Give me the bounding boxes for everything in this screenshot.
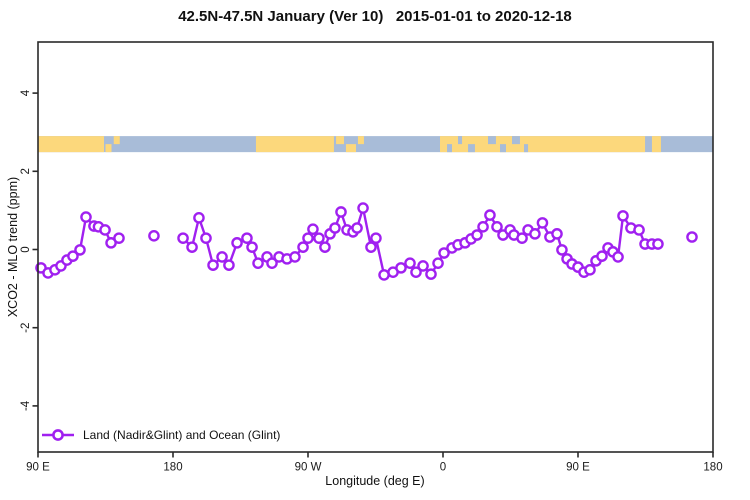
plot-border — [37, 41, 714, 453]
data-point — [241, 232, 253, 244]
legend: Land (Nadir&Glint) and Ocean (Glint) — [40, 427, 280, 443]
data-point — [319, 241, 331, 253]
data-point — [551, 228, 563, 240]
data-point — [516, 232, 528, 244]
legend-label: Land (Nadir&Glint) and Ocean (Glint) — [83, 428, 281, 442]
data-point — [477, 221, 489, 233]
data-point — [193, 212, 205, 224]
data-point — [80, 211, 92, 223]
map-strip-ocean-patch — [512, 136, 520, 145]
data-point — [471, 229, 483, 241]
map-strip-land — [357, 136, 364, 145]
data-point — [438, 247, 450, 259]
data-point — [404, 257, 416, 269]
y-tick-label: 0 — [20, 246, 32, 252]
data-point — [252, 257, 264, 269]
data-point — [246, 241, 258, 253]
x-tick-label: 90 W — [295, 462, 322, 474]
data-point — [410, 266, 422, 278]
data-point — [223, 259, 235, 271]
data-point — [491, 221, 503, 233]
data-point — [313, 232, 325, 244]
map-strip-ocean-patch — [468, 144, 475, 153]
data-point — [529, 228, 541, 240]
data-point — [596, 250, 608, 262]
map-strip-land — [255, 136, 334, 153]
data-point — [425, 268, 437, 280]
x-tick-label: 0 — [440, 462, 446, 474]
map-strip-ocean-patch — [458, 136, 463, 145]
data-point — [113, 232, 125, 244]
data-point — [289, 251, 301, 263]
data-point — [378, 269, 390, 281]
y-tick-label: 4 — [20, 89, 32, 96]
data-point — [148, 230, 160, 242]
data-point — [297, 241, 309, 253]
x-tick-label: 90 E — [26, 462, 50, 474]
data-point — [484, 209, 496, 221]
y-tick-label: -4 — [20, 400, 32, 411]
data-point — [652, 238, 664, 250]
data-point — [536, 217, 549, 229]
data-point — [633, 224, 645, 236]
map-strip-land — [113, 136, 120, 145]
data-point — [186, 241, 198, 253]
legend-marker-icon — [42, 429, 74, 441]
data-point — [686, 231, 698, 243]
data-point — [207, 259, 219, 271]
data-point — [231, 237, 243, 249]
chart-title: 42.5N-47.5N January (Ver 10) 2015-01-01 … — [178, 8, 572, 25]
data-point — [307, 223, 319, 235]
map-strip-ocean-patch — [488, 136, 496, 145]
data-point — [357, 202, 369, 214]
data-point — [216, 251, 228, 263]
y-axis-label: XCO2 - MLO trend (ppm) — [6, 176, 20, 318]
map-strip-ocean-patch — [447, 144, 452, 153]
map-strip-land — [651, 136, 661, 153]
data-point — [99, 224, 111, 236]
data-point — [266, 257, 278, 269]
x-tick-label: 180 — [703, 462, 722, 474]
legend-circle — [52, 429, 64, 441]
data-point — [365, 241, 377, 253]
data-point — [351, 222, 363, 234]
data-point — [329, 222, 341, 234]
map-strip-land — [336, 136, 344, 145]
x-axis-label: Longitude (deg E) — [325, 474, 425, 488]
data-point — [617, 210, 629, 222]
map-strip-ocean-patch — [524, 144, 529, 153]
data-point — [177, 232, 189, 244]
data-point — [584, 264, 596, 276]
data-point — [417, 260, 429, 272]
data-point — [432, 257, 444, 269]
data-point — [395, 262, 407, 274]
map-strip-ocean-patch — [500, 144, 506, 153]
data-point — [612, 251, 624, 263]
y-tick-label: -2 — [20, 323, 32, 333]
data-point — [302, 232, 314, 244]
map-strip-land — [345, 144, 356, 153]
x-tick-label: 180 — [163, 462, 182, 474]
data-point — [335, 206, 347, 218]
y-tick-label: 2 — [20, 168, 32, 174]
map-strip-land — [105, 144, 112, 153]
data-point — [67, 250, 79, 262]
data-point — [370, 232, 382, 244]
data-point — [556, 244, 568, 256]
map-strip-land — [38, 136, 104, 153]
x-tick-label: 90 E — [566, 462, 590, 474]
data-point — [74, 244, 86, 256]
data-point — [200, 232, 212, 244]
